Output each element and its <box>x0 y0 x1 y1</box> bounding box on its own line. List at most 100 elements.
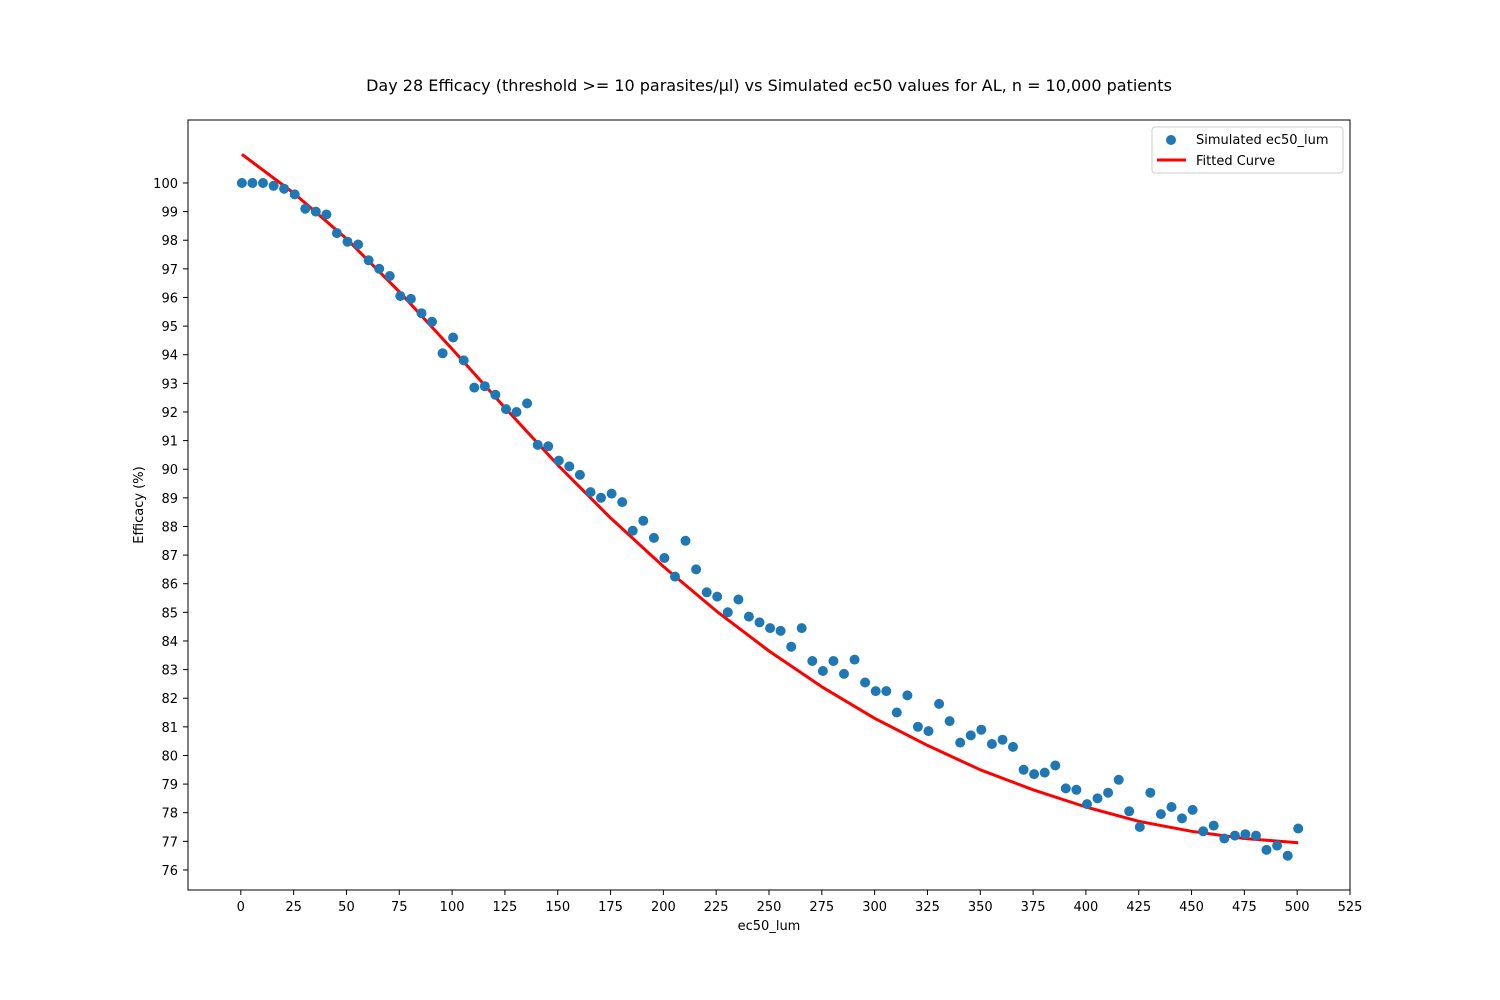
scatter-point <box>754 617 765 628</box>
scatter-point <box>606 488 617 499</box>
x-tick-label: 525 <box>1338 900 1363 915</box>
scatter-point <box>236 178 247 188</box>
chart-title: Day 28 Efficacy (threshold >= 10 parasit… <box>366 76 1172 95</box>
scatter-point <box>1177 813 1187 824</box>
scatter-point <box>1187 804 1198 815</box>
y-tick-label: 88 <box>161 520 178 535</box>
scatter-point <box>501 404 511 415</box>
scatter-point <box>1082 799 1092 810</box>
y-tick-label: 85 <box>161 606 178 621</box>
y-axis: 76 77 78 79 80 81 82 83 84 85 86 87 88 89 90 91 92 93 94 95… <box>153 177 188 879</box>
x-tick-label: 125 <box>492 900 517 915</box>
scatter-point <box>553 455 564 466</box>
scatter-point <box>722 607 733 618</box>
y-tick-label: 81 <box>161 721 178 736</box>
scatter-point <box>712 591 723 602</box>
y-tick-label: 79 <box>161 778 178 793</box>
scatter-point <box>1039 767 1050 778</box>
x-tick-label: 325 <box>915 900 940 915</box>
scatter-point <box>775 625 786 636</box>
scatter-point <box>1166 802 1177 812</box>
x-tick-label: 500 <box>1285 900 1310 915</box>
y-tick-label: 84 <box>161 635 178 650</box>
x-tick-label: 50 <box>338 900 355 915</box>
scatter-point <box>638 515 649 526</box>
scatter-point <box>437 348 448 359</box>
scatter-point <box>1018 764 1029 775</box>
x-tick-label: 150 <box>545 900 570 915</box>
scatter-point <box>627 525 638 536</box>
y-tick-label: 78 <box>161 807 178 822</box>
scatter-point <box>944 716 955 727</box>
scatter-point <box>1103 787 1114 798</box>
scatter-point <box>733 594 744 605</box>
scatter-series <box>236 178 1304 861</box>
y-tick-label: 80 <box>161 749 178 764</box>
scatter-point <box>342 236 353 247</box>
scatter-point <box>1251 830 1261 841</box>
scatter-point <box>965 730 976 741</box>
scatter-point <box>427 316 437 327</box>
scatter-point <box>1240 829 1251 840</box>
scatter-point <box>289 189 300 200</box>
scatter-point <box>1282 850 1293 861</box>
scatter-point <box>891 707 902 718</box>
scatter-point <box>817 666 828 676</box>
scatter-point <box>405 293 416 304</box>
scatter-point <box>1060 783 1071 794</box>
scatter-point <box>902 690 913 701</box>
scatter-point <box>374 263 385 274</box>
scatter-point <box>1293 823 1304 834</box>
y-tick-label: 98 <box>161 234 178 249</box>
scatter-point <box>300 203 311 214</box>
scatter-point <box>617 497 628 508</box>
scatter-point <box>395 291 406 301</box>
scatter-point <box>363 255 374 266</box>
y-tick-label: 90 <box>161 463 178 478</box>
y-tick-label: 92 <box>161 406 178 421</box>
y-tick-label: 86 <box>161 578 178 593</box>
scatter-point <box>807 656 818 666</box>
x-axis: 0 25 50 75 100 125 150 175 200 225 250 275 300 325 350… <box>237 890 1363 915</box>
legend-marker-scatter <box>1166 135 1176 145</box>
scatter-point <box>934 698 945 709</box>
x-tick-label: 425 <box>1126 900 1151 915</box>
scatter-point <box>331 228 342 239</box>
x-tick-label: 75 <box>391 900 408 915</box>
plot-area: 0 25 50 75 100 125 150 175 200 225 250 275 300 325 350… <box>153 119 1363 915</box>
scatter-point <box>670 571 680 582</box>
scatter-point <box>1029 769 1040 780</box>
scatter-point <box>765 623 776 634</box>
scatter-point <box>743 611 754 622</box>
scatter-point <box>416 308 427 319</box>
y-tick-label: 82 <box>161 692 178 707</box>
legend-label-scatter: Simulated ec50_lum <box>1196 133 1329 148</box>
scatter-point <box>258 178 268 188</box>
y-tick-label: 87 <box>161 549 178 564</box>
scatter-point <box>986 739 997 749</box>
scatter-point <box>839 668 849 679</box>
scatter-point <box>1050 760 1061 771</box>
scatter-point <box>1272 840 1283 851</box>
scatter-point <box>532 439 543 450</box>
x-tick-label: 400 <box>1073 900 1098 915</box>
scatter-point <box>353 239 364 250</box>
scatter-point <box>976 724 987 735</box>
scatter-point <box>448 332 459 343</box>
x-tick-label: 100 <box>440 900 465 915</box>
x-tick-label: 200 <box>651 900 676 915</box>
y-tick-label: 77 <box>161 835 178 850</box>
scatter-point <box>384 271 395 281</box>
scatter-point <box>596 492 606 503</box>
y-tick-label: 89 <box>161 492 178 507</box>
scatter-point <box>1198 826 1209 837</box>
y-tick-label: 91 <box>161 435 178 450</box>
y-tick-label: 96 <box>161 291 178 306</box>
scatter-point <box>1134 822 1145 832</box>
y-tick-label: 83 <box>161 664 178 679</box>
x-tick-label: 250 <box>757 900 782 915</box>
scatter-point <box>1008 741 1018 752</box>
scatter-point <box>1113 774 1124 785</box>
scatter-point <box>522 398 533 409</box>
